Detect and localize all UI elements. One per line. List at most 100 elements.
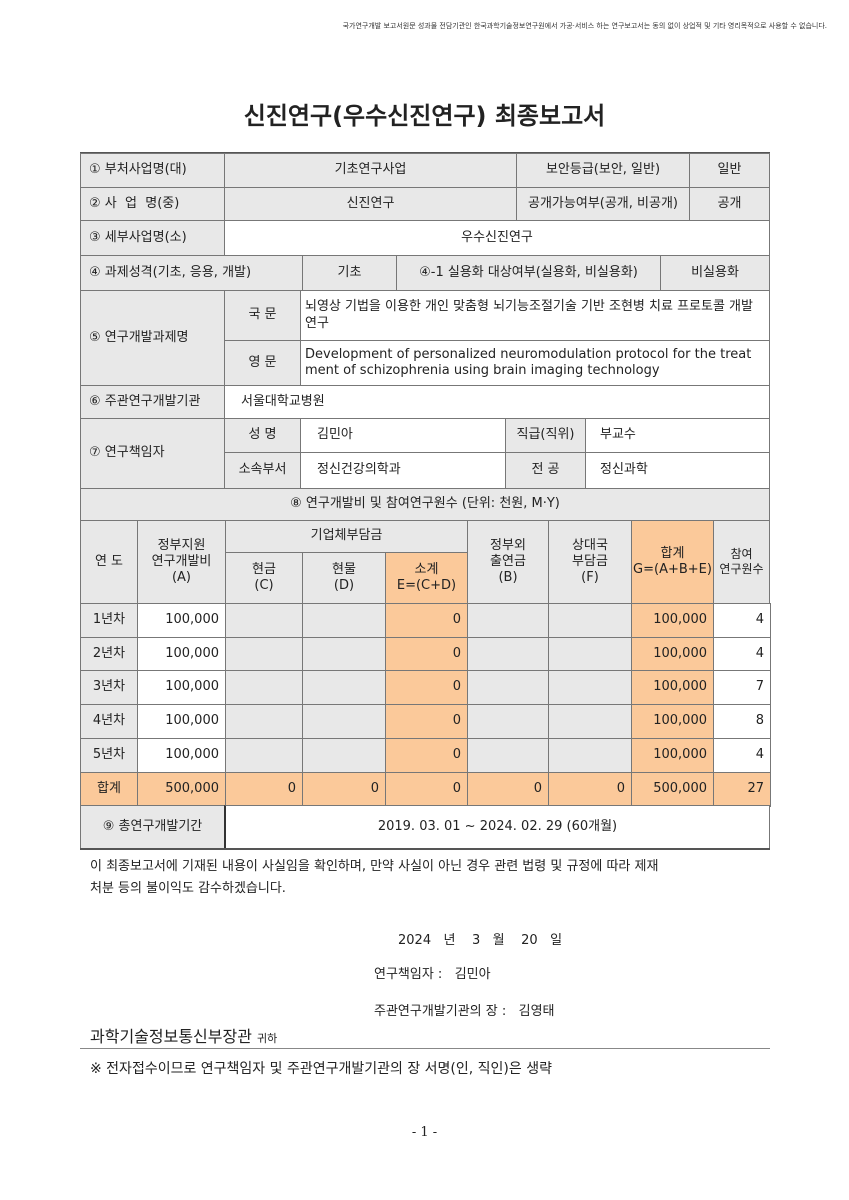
statement-line-1: 이 최종보고서에 기재된 내용이 사실임을 확인하며, 만약 사실이 아닌 경우…	[90, 859, 659, 874]
cell-cash	[225, 670, 303, 705]
label-period: ⑨ 총연구개발기간	[80, 805, 225, 849]
cell-non-gov	[467, 670, 549, 705]
value-department: 정신건강의학과	[300, 452, 506, 489]
value-english-title: Development of personalized neuromodulat…	[300, 340, 770, 386]
label-lead-institution: ⑥ 주관연구개발기관	[80, 385, 225, 419]
cell-gov-funding: 100,000	[137, 637, 226, 671]
cell-in-kind	[302, 704, 386, 739]
cell-researchers: 4	[713, 603, 771, 638]
copyright-notice: 국가연구개발 보고서원문 성과물 전담기관인 한국과학기술정보연구원에서 가공·…	[342, 22, 827, 30]
cell-researchers: 4	[713, 738, 771, 773]
value-security-level: 일반	[689, 153, 770, 188]
cell-total: 100,000	[631, 637, 714, 671]
cell-in-kind	[302, 637, 386, 671]
cell-gov-funding: 100,000	[137, 704, 226, 739]
signature-omission-note: ※ 전자접수이므로 연구책임자 및 주관연구개발기관의 장 서명(인, 직인)은…	[90, 1061, 552, 1077]
cell-in-kind: 0	[302, 772, 386, 807]
label-program: ② 사 업 명(중)	[80, 187, 225, 221]
label-principal-investigator: ⑦ 연구책임자	[80, 418, 225, 489]
recipient: 과학기술정보통신부장관 귀하	[90, 1023, 277, 1047]
cell-year: 3년차	[80, 670, 138, 705]
cell-counterpart	[548, 603, 632, 638]
cell-year: 4년차	[80, 704, 138, 739]
label-english-title: 영 문	[224, 340, 301, 386]
label-security-level: 보안등급(보안, 일반)	[516, 153, 690, 188]
cell-gov-funding: 500,000	[137, 772, 226, 807]
value-project-type: 기초	[302, 255, 397, 291]
cell-counterpart	[548, 704, 632, 739]
value-sub-program: 우수신진연구	[224, 220, 770, 256]
page-title: 신진연구(우수신진연구) 최종보고서	[243, 102, 606, 130]
value-korean-title: 뇌영상 기법을 이용한 개인 맞춤형 뇌기능조절기술 기반 조현병 치료 프로토…	[300, 290, 770, 341]
header-total: 합계 G=(A+B+E)	[631, 520, 714, 604]
cell-cash: 0	[225, 772, 303, 807]
cell-researchers: 8	[713, 704, 771, 739]
cell-year: 2년차	[80, 637, 138, 671]
value-disclosure: 공개	[689, 187, 770, 221]
cell-cash	[225, 738, 303, 773]
cell-year: 5년차	[80, 738, 138, 773]
institution-head-signature: 주관연구개발기관의 장 : 김영태	[374, 1004, 555, 1019]
cell-subtotal: 0	[385, 670, 468, 705]
header-corporate: 기업체부담금	[225, 520, 468, 553]
cell-total: 100,000	[631, 704, 714, 739]
value-major: 정신과학	[585, 452, 770, 489]
label-name: 성 명	[224, 418, 301, 453]
value-practical-use: 비실용화	[660, 255, 770, 291]
header-counterpart: 상대국 부담금 (F)	[548, 520, 632, 604]
cell-in-kind	[302, 603, 386, 638]
header-subtotal: 소계 E=(C+D)	[385, 552, 468, 604]
label-ministry-program: ① 부처사업명(대)	[80, 153, 225, 188]
cell-subtotal: 0	[385, 637, 468, 671]
cell-counterpart	[548, 670, 632, 705]
cell-counterpart	[548, 637, 632, 671]
label-major: 전 공	[505, 452, 586, 489]
header-cash: 현금 (C)	[225, 552, 303, 604]
value-lead-institution: 서울대학교병원	[224, 385, 770, 419]
value-ministry-program: 기초연구사업	[224, 153, 517, 188]
cell-researchers: 27	[713, 772, 771, 807]
label-sub-program: ③ 세부사업명(소)	[80, 220, 225, 256]
label-project-title: ⑤ 연구개발과제명	[80, 290, 225, 386]
cell-cash	[225, 637, 303, 671]
cell-total: 100,000	[631, 738, 714, 773]
value-period: 2019. 03. 01 ~ 2024. 02. 29 (60개월)	[224, 805, 770, 849]
cell-counterpart	[548, 738, 632, 773]
label-disclosure: 공개가능여부(공개, 비공개)	[516, 187, 690, 221]
cell-year: 합계	[80, 772, 138, 807]
label-position: 직급(직위)	[505, 418, 586, 453]
label-department: 소속부서	[224, 452, 301, 489]
principal-investigator-signature: 연구책임자 : 김민아	[374, 967, 491, 982]
cell-gov-funding: 100,000	[137, 670, 226, 705]
page-number: - 1 -	[411, 1125, 438, 1140]
header-year: 연 도	[80, 520, 138, 604]
cell-cash	[225, 704, 303, 739]
cell-gov-funding: 100,000	[137, 738, 226, 773]
value-position: 부교수	[585, 418, 770, 453]
cell-non-gov	[467, 637, 549, 671]
label-practical-use: ④-1 실용화 대상여부(실용화, 비실용화)	[396, 255, 661, 291]
cell-counterpart: 0	[548, 772, 632, 807]
cell-subtotal: 0	[385, 704, 468, 739]
label-project-type: ④ 과제성격(기초, 응용, 개발)	[80, 255, 303, 291]
cell-non-gov: 0	[467, 772, 549, 807]
recipient-name: 과학기술정보통신부장관	[90, 1027, 252, 1046]
cell-total: 100,000	[631, 603, 714, 638]
cell-subtotal: 0	[385, 772, 468, 807]
label-korean-title: 국 문	[224, 290, 301, 341]
cell-researchers: 7	[713, 670, 771, 705]
value-program: 신진연구	[224, 187, 517, 221]
header-researchers: 참여 연구원수	[713, 520, 770, 604]
cell-subtotal: 0	[385, 738, 468, 773]
cell-total: 500,000	[631, 772, 714, 807]
value-name: 김민아	[300, 418, 506, 453]
header-non-gov: 정부외 출연금 (B)	[467, 520, 549, 604]
cell-non-gov	[467, 738, 549, 773]
cell-non-gov	[467, 603, 549, 638]
cell-cash	[225, 603, 303, 638]
cell-gov-funding: 100,000	[137, 603, 226, 638]
cell-in-kind	[302, 738, 386, 773]
cell-in-kind	[302, 670, 386, 705]
recipient-suffix: 귀하	[257, 1032, 278, 1045]
